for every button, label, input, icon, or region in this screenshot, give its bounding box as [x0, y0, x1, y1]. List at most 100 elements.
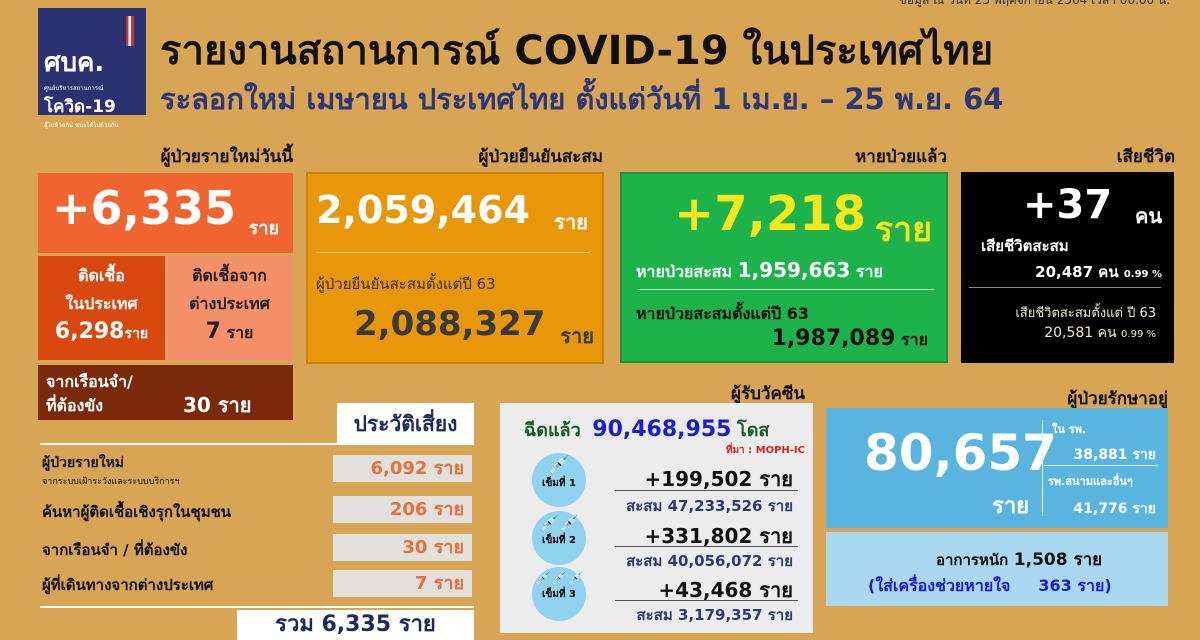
confirmed-value: 2,059,464	[316, 188, 530, 232]
hospital-label: ใน รพ.	[1052, 423, 1087, 436]
treatment-card: 80,657 ราย ใน รพ. 38,881 ราย รพ.สนามและอ…	[826, 408, 1168, 528]
imported-label: ติดเชื้อจาก	[192, 266, 267, 285]
logo-text: ศบค.	[44, 48, 105, 78]
unit-label: ราย	[767, 552, 793, 570]
dose-label: เข็มที่ 2	[542, 535, 576, 546]
deaths-cum-label: เสียชีวิตสะสม	[981, 237, 1069, 255]
prison-value: 30	[183, 393, 211, 417]
thai-flag-icon	[126, 16, 134, 46]
divider	[615, 546, 798, 547]
divider	[638, 289, 934, 290]
dose-3-badge: 💉💉💉 เข็มที่ 3	[532, 567, 586, 621]
divider	[615, 600, 798, 601]
divider	[1044, 465, 1158, 466]
unit-label: ราย	[855, 262, 883, 281]
imported-card: ติดเชื้อจาก ต่างประเทศ 7 ราย	[166, 256, 293, 360]
recovered-cum-value: 1,959,663	[737, 258, 851, 282]
deaths-unit: คน	[1097, 325, 1117, 341]
unit-label: ราย	[554, 210, 588, 234]
unit-label: ราย	[248, 218, 279, 239]
page-subtitle: ระลอกใหม่ เมษายน ประเทศไทย ตั้งแต่วันที่…	[160, 82, 1004, 116]
risk-label: ผู้ป่วยรายใหม่	[42, 455, 125, 471]
syringe-icon: 💉	[547, 455, 571, 476]
vaccine-total-unit: โดส	[737, 420, 770, 441]
cca-logo: ศบค. ศูนย์บริหารสถานการณ์ โควิด-19 สู้ไป…	[38, 8, 146, 129]
risk-sublabel: จากระบบเฝ้าระวังและระบบบริการฯ	[42, 477, 180, 487]
confirmed-since-label: ผู้ป่วยยืนยันสะสมตั้งแต่ปี 63	[316, 275, 496, 293]
vaccine-panel: ฉีดแล้ว 90,468,955 โดส ที่มา : MOPH-IC 💉…	[500, 403, 813, 633]
severe-value: 1,508 ราย	[1013, 550, 1103, 570]
recovered-since-label: หายป่วยสะสมตั้งแต่ปี 63	[636, 304, 809, 323]
imported-label-2: ต่างประเทศ	[189, 294, 270, 313]
deaths-value: +37	[1023, 182, 1113, 228]
imported-value: 7	[205, 319, 221, 344]
deaths-cum-pct: 0.99 %	[1123, 269, 1162, 280]
new-cases-card: +6,335 ราย	[38, 173, 293, 253]
ventilator-label: (ใส่เครื่องช่วยหายใจ	[868, 576, 1011, 595]
data-timestamp: ข้อมูล ณ วันที่ 25 พฤศจิกายน 2564 เวลา 0…	[898, 0, 1170, 7]
cum-label: สะสม	[626, 497, 663, 515]
dose-cum-value: 47,233,526	[667, 497, 763, 515]
unit-label: ราย	[759, 524, 793, 548]
new-cases-header: ผู้ป่วยรายใหม่วันนี้	[160, 147, 293, 167]
dose-label: เข็มที่ 1	[542, 478, 576, 489]
confirmed-header: ผู้ป่วยยืนยันสะสม	[478, 147, 603, 167]
vaccine-total-label: ฉีดแล้ว	[524, 420, 581, 441]
divider	[969, 287, 1161, 288]
risk-value: 30 ราย	[333, 534, 472, 561]
divider	[615, 490, 798, 491]
deaths-cum-value: 20,487	[1035, 263, 1094, 281]
recovered-value: +7,218	[674, 186, 867, 242]
domestic-value: 6,298	[54, 319, 125, 344]
dose-1-badge: 💉 เข็มที่ 1	[532, 453, 586, 507]
dose-new-value: +331,802	[644, 524, 753, 548]
deaths-since-value: 20,581	[1044, 325, 1094, 341]
logo-text-covid: โควิด-19	[44, 97, 116, 117]
deaths-card: +37 คน เสียชีวิตสะสม 20,487 คน 0.99 % เส…	[961, 172, 1174, 363]
hospital-value: 38,881 ราย	[1073, 447, 1156, 463]
unit-label: ราย	[759, 578, 793, 602]
syringe-icon: 💉💉💉	[534, 572, 584, 587]
prison-label-2: ที่ต้องขัง	[46, 396, 104, 415]
confirmed-since-value: 2,088,327	[354, 304, 546, 344]
new-cases-value: +6,335	[52, 181, 237, 235]
risk-value: 7 ราย	[333, 570, 472, 597]
vaccine-header: ผู้รับวัคซีน	[731, 384, 805, 404]
divider	[40, 443, 338, 445]
page-title: รายงานสถานการณ์ COVID-19 ในประเทศไทย	[160, 28, 994, 74]
dose-2-badge: 💉💉 เข็มที่ 2	[532, 511, 586, 565]
risk-label: จากเรือนจำ / ที่ต้องขัง	[42, 541, 188, 559]
divider	[316, 252, 590, 253]
unit-label: ราย	[901, 330, 928, 349]
treatment-value: 80,657	[864, 424, 1057, 482]
unit-label: ราย	[217, 393, 252, 417]
field-hospital-label: รพ.สนามและอื่นๆ	[1048, 475, 1133, 488]
cum-label: สะสม	[636, 606, 673, 624]
syringe-icon: 💉💉	[539, 514, 579, 533]
recovered-card: +7,218 ราย หายป่วยสะสม 1,959,663 ราย หาย…	[620, 172, 948, 363]
cum-label: สะสม	[626, 552, 663, 570]
treatment-header: ผู้ป่วยรักษาอยู่	[1067, 389, 1168, 409]
unit-label: ราย	[226, 323, 254, 342]
risk-total: รวม 6,335 ราย	[237, 610, 474, 640]
unit-label: ราย	[992, 494, 1030, 519]
domestic-label-2: ในประเทศ	[65, 294, 138, 313]
recovered-since-value: 1,987,089	[771, 326, 896, 351]
risk-label: ค้นหาผู้ติดเชื้อเชิงรุกในชุมชน	[42, 503, 232, 521]
dose-label: เข็มที่ 3	[542, 589, 576, 600]
unit-label: ราย	[560, 324, 594, 348]
deaths-unit: คน	[1134, 204, 1162, 228]
deaths-unit: คน	[1098, 263, 1119, 281]
divider	[1042, 420, 1043, 516]
dose-cum-value: 40,056,072	[667, 552, 763, 570]
unit-label: ราย	[759, 467, 793, 491]
unit-label: ราย	[767, 606, 793, 624]
dose-new-value: +199,502	[644, 467, 753, 491]
field-hospital-value: 41,776 ราย	[1073, 501, 1156, 517]
deaths-header: เสียชีวิต	[1116, 147, 1175, 167]
recovered-cum-label: หายป่วยสะสม	[636, 262, 733, 281]
recovered-header: หายป่วยแล้ว	[855, 147, 947, 167]
risk-label: ผู้ที่เดินทางจากต่างประเทศ	[42, 576, 214, 594]
dose-cum-value: 3,179,357	[678, 606, 763, 624]
deaths-since-pct: 0.99 %	[1121, 329, 1156, 340]
